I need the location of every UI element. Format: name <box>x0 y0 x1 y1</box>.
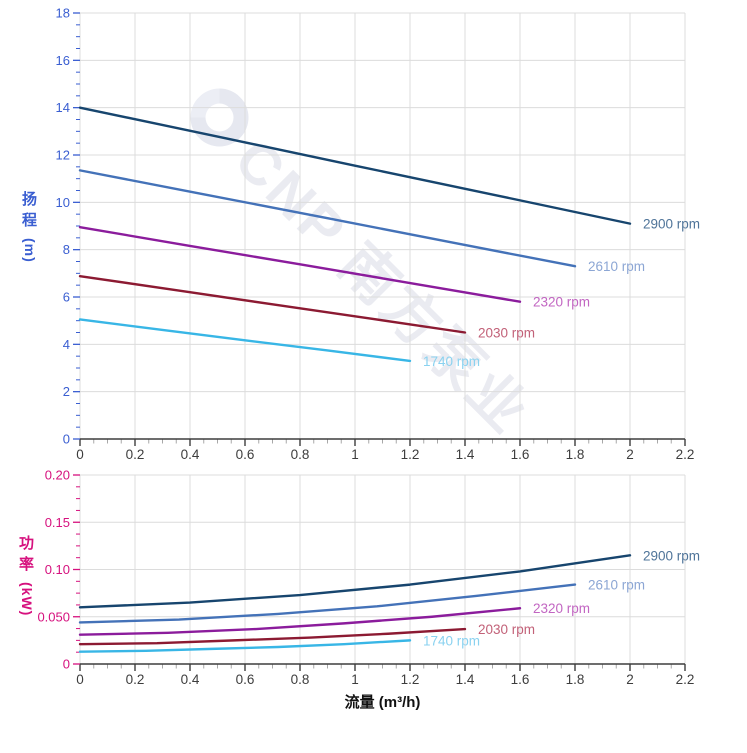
x-tick-label: 1 <box>351 447 359 462</box>
curve-1740-rpm-head-vs-flow <box>78 318 412 363</box>
x-tick-label: 1 <box>351 672 359 687</box>
x-tick-label: 0.4 <box>181 672 200 687</box>
y-tick-label: 16 <box>56 53 70 68</box>
y-tick-label: 8 <box>63 242 70 257</box>
x-tick-label: 1.4 <box>456 672 475 687</box>
x-tick-label: 1.6 <box>511 672 530 687</box>
y-tick-label: 12 <box>56 148 70 163</box>
curve-2900-rpm-power-vs-flow <box>78 554 632 609</box>
y-tick-label: 0 <box>63 432 70 447</box>
y-tick-label: 4 <box>63 337 70 352</box>
x-tick-label: 0.2 <box>126 447 145 462</box>
x-tick-label: 0.8 <box>291 447 310 462</box>
power-axis-title-char: 功 <box>18 535 34 552</box>
x-tick-label: 0.4 <box>181 447 200 462</box>
x-tick-label: 1.8 <box>566 447 585 462</box>
x-tick-label: 1.8 <box>566 672 585 687</box>
y-tick-label: 14 <box>56 100 70 115</box>
x-tick-label: 1.4 <box>456 447 475 462</box>
x-tick-label: 2.2 <box>676 672 695 687</box>
flow-axis-title: 流量 (m³/h) <box>344 694 421 711</box>
x-tick-label: 0 <box>76 447 84 462</box>
curve-label-2030-rpm-head-vs-flow: 2030 rpm <box>478 326 535 341</box>
curve-2030-rpm-power-vs-flow <box>78 627 467 646</box>
curve-label-2610-rpm-power-vs-flow: 2610 rpm <box>588 578 645 593</box>
x-tick-label: 0.6 <box>236 447 255 462</box>
curve-label-2320-rpm-head-vs-flow: 2320 rpm <box>533 295 590 310</box>
curve-label-2610-rpm-head-vs-flow: 2610 rpm <box>588 259 645 274</box>
x-tick-label: 2.2 <box>676 447 695 462</box>
curve-label-1740-rpm-power-vs-flow: 1740 rpm <box>423 633 480 648</box>
y-tick-label: 0.20 <box>45 468 70 483</box>
x-tick-label: 1.6 <box>511 447 530 462</box>
y-tick-label: 10 <box>56 195 70 210</box>
curve-2610-rpm-power-vs-flow <box>78 583 577 624</box>
x-tick-label: 0.6 <box>236 672 255 687</box>
y-tick-label: 2 <box>63 384 70 399</box>
y-tick-label: 0.10 <box>45 562 70 577</box>
x-tick-label: 0.2 <box>126 672 145 687</box>
power-axis-title: 功 率 (kW) <box>16 533 37 616</box>
x-tick-label: 2 <box>626 672 634 687</box>
curve-2320-rpm-head-vs-flow <box>78 225 522 303</box>
y-tick-label: 18 <box>56 6 70 21</box>
head-axis-title: 扬 程 (m) <box>19 189 40 263</box>
y-tick-label: 0.050 <box>37 609 70 624</box>
y-tick-label: 0.15 <box>45 515 70 530</box>
curve-label-2900-rpm-power-vs-flow: 2900 rpm <box>643 548 700 563</box>
curve-2320-rpm-power-vs-flow <box>78 607 522 636</box>
curve-label-2030-rpm-power-vs-flow: 2030 rpm <box>478 622 535 637</box>
curve-label-1740-rpm-head-vs-flow: 1740 rpm <box>423 354 480 369</box>
curve-2900-rpm-head-vs-flow <box>78 106 632 225</box>
curve-label-2320-rpm-power-vs-flow: 2320 rpm <box>533 601 590 616</box>
curve-1740-rpm-power-vs-flow <box>78 639 412 653</box>
head-axis-title-char: 扬 <box>21 191 37 208</box>
x-tick-label: 1.2 <box>401 672 420 687</box>
y-tick-label: 0 <box>63 657 70 672</box>
curve-label-2900-rpm-head-vs-flow: 2900 rpm <box>643 217 700 232</box>
power-axis-unit: (kW) <box>19 582 35 617</box>
curve-2610-rpm-head-vs-flow <box>78 169 577 268</box>
curve-2030-rpm-head-vs-flow <box>78 274 467 334</box>
head-axis-unit: (m) <box>22 238 38 263</box>
x-tick-label: 0 <box>76 672 84 687</box>
power-axis-title-char: 率 <box>18 556 34 573</box>
x-tick-label: 1.2 <box>401 447 420 462</box>
x-tick-label: 2 <box>626 447 634 462</box>
head-axis-title-char: 程 <box>21 212 37 229</box>
y-tick-label: 6 <box>63 290 70 305</box>
x-tick-label: 0.8 <box>291 672 310 687</box>
